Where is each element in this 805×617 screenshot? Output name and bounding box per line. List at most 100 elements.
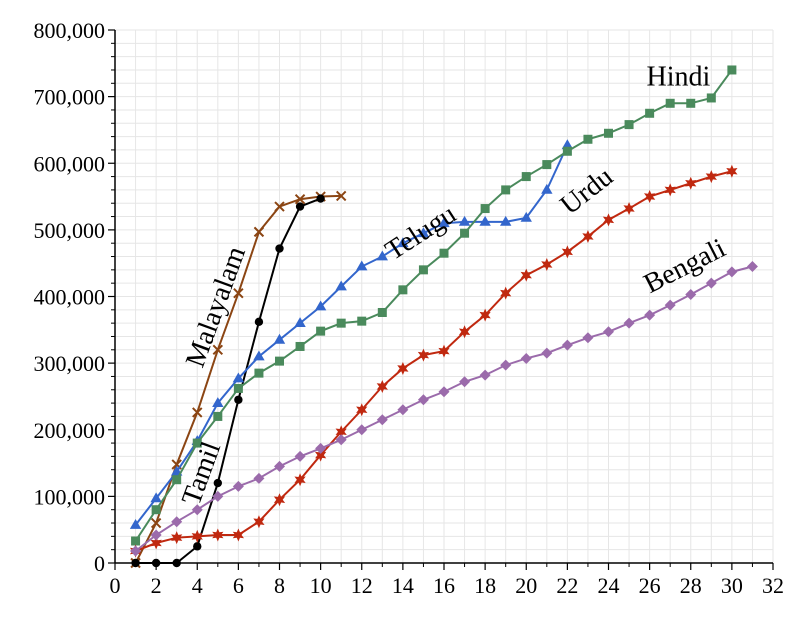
data-point: [541, 258, 553, 272]
data-point: [562, 146, 572, 156]
data-point: [685, 176, 697, 190]
series-hindi: [131, 65, 737, 546]
y-tick-label: 800,000: [34, 18, 106, 43]
series-label-urdu: Urdu: [555, 161, 619, 221]
data-point: [561, 245, 573, 259]
x-tick-label: 16: [433, 573, 455, 598]
x-tick-label: 30: [721, 573, 743, 598]
y-tick-label: 600,000: [34, 151, 106, 176]
data-point: [316, 194, 325, 203]
x-tick-label: 10: [310, 573, 332, 598]
data-point: [376, 379, 388, 393]
data-point: [193, 542, 202, 551]
data-point: [295, 341, 305, 351]
data-point: [129, 519, 142, 529]
data-point: [234, 395, 243, 404]
data-point: [273, 493, 286, 507]
data-point: [335, 280, 347, 291]
data-point: [541, 347, 553, 359]
data-point: [130, 545, 142, 557]
data-point: [623, 202, 635, 216]
series-tamil: [131, 194, 325, 568]
series-bengali: [130, 261, 758, 557]
data-point: [500, 359, 512, 371]
data-point: [520, 352, 532, 364]
data-point: [479, 308, 491, 322]
data-point: [172, 475, 182, 485]
x-tick-label: 26: [639, 573, 661, 598]
data-point: [294, 450, 306, 462]
data-point: [603, 326, 614, 338]
data-point: [458, 325, 471, 339]
data-point: [438, 386, 450, 398]
data-point: [726, 266, 738, 278]
data-point: [191, 504, 203, 516]
data-point: [336, 318, 346, 328]
data-point: [212, 490, 224, 502]
data-point: [644, 309, 656, 321]
data-point: [295, 202, 305, 211]
data-point: [727, 65, 737, 75]
data-point: [726, 164, 738, 178]
data-point: [665, 98, 675, 108]
data-point: [356, 403, 368, 417]
data-point: [397, 361, 409, 375]
data-point: [705, 170, 717, 184]
data-point: [501, 185, 511, 195]
data-point: [644, 190, 656, 204]
gridlines: [115, 29, 774, 563]
x-tick-label: 24: [598, 573, 620, 598]
data-point: [602, 213, 615, 227]
data-point: [376, 414, 388, 426]
data-point: [150, 529, 162, 541]
data-point: [377, 307, 387, 317]
data-point: [500, 286, 512, 300]
data-point: [233, 287, 244, 299]
data-point: [131, 558, 140, 568]
data-point: [686, 98, 696, 108]
data-point: [418, 265, 428, 275]
data-point: [233, 383, 243, 393]
data-point: [335, 434, 347, 446]
data-point: [253, 350, 265, 361]
data-point: [171, 516, 183, 528]
data-point: [254, 368, 264, 378]
data-point: [356, 424, 368, 436]
data-point: [172, 558, 181, 568]
data-point: [542, 160, 552, 170]
data-point: [417, 227, 430, 238]
x-tick-label: 20: [515, 573, 537, 598]
data-point: [253, 515, 265, 529]
data-point: [274, 460, 285, 472]
data-point: [294, 317, 306, 328]
data-point: [212, 344, 224, 356]
data-point: [458, 215, 471, 226]
data-point: [746, 261, 758, 273]
data-point: [582, 332, 594, 344]
data-point: [705, 277, 717, 289]
data-point: [541, 183, 553, 194]
data-point: [274, 201, 285, 212]
data-point: [520, 268, 532, 282]
data-point: [398, 285, 408, 295]
data-point: [335, 425, 347, 439]
data-point: [150, 517, 162, 529]
data-point: [294, 194, 306, 205]
data-point: [275, 356, 284, 366]
series-label-bengali: Bengali: [639, 233, 731, 300]
data-point: [685, 289, 697, 301]
data-point: [417, 394, 429, 406]
x-tick-label: 14: [392, 573, 414, 598]
data-point: [645, 108, 655, 118]
data-point: [212, 528, 224, 542]
data-point: [315, 448, 327, 462]
data-point: [664, 299, 676, 311]
data-point: [520, 211, 532, 222]
data-point: [212, 397, 224, 407]
x-tick-label: 2: [151, 573, 162, 598]
data-point: [232, 372, 245, 383]
data-point: [459, 376, 471, 388]
series-label-hindi: Hindi: [647, 61, 711, 92]
